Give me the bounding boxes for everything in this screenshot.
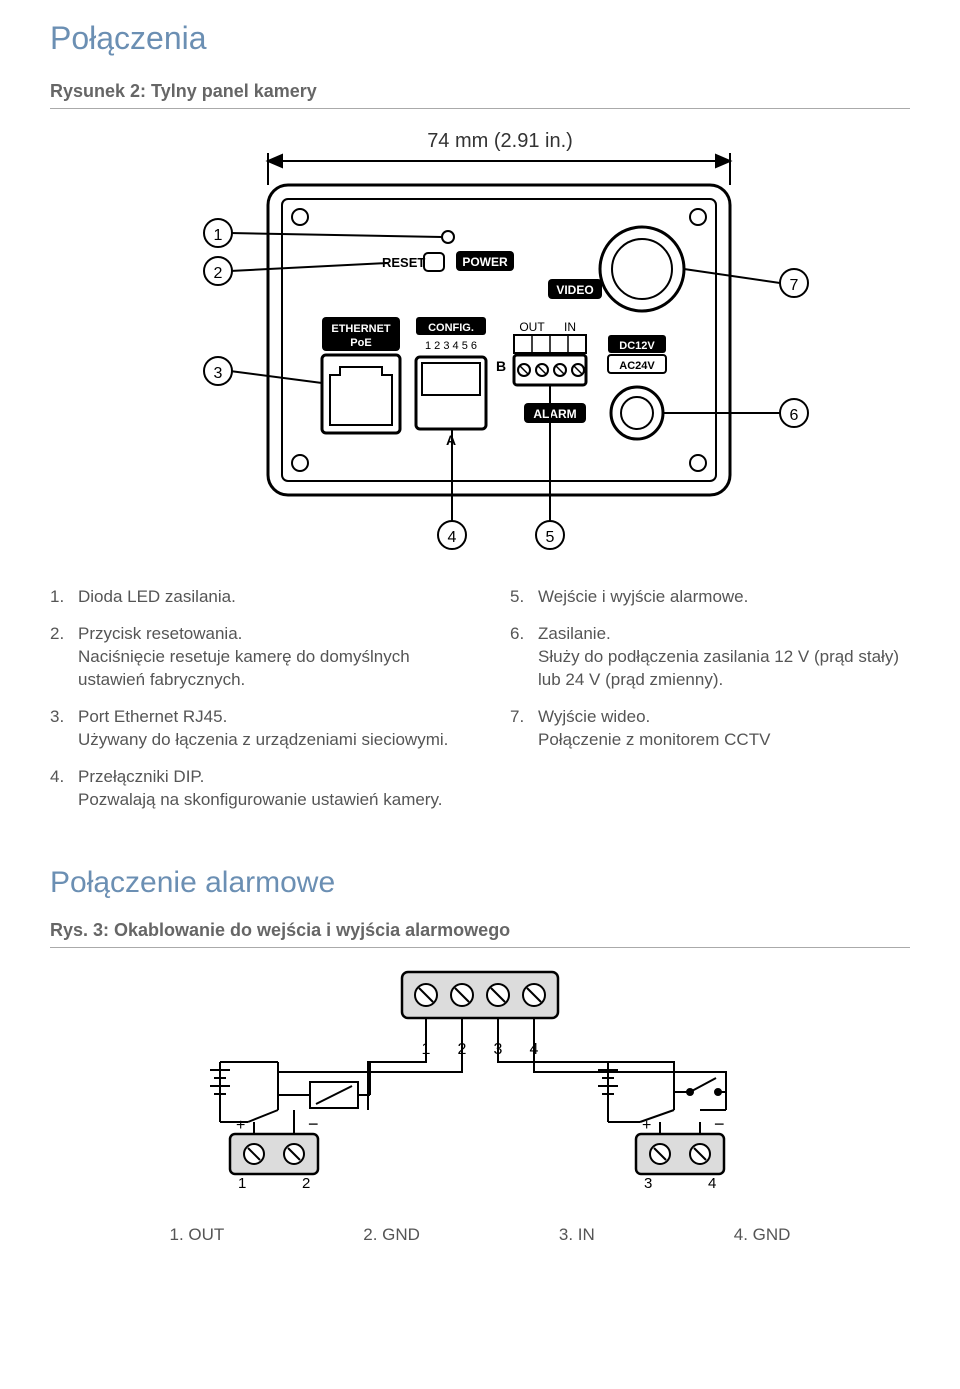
svg-text:OUT: OUT [519, 320, 545, 334]
svg-text:−: − [308, 1114, 319, 1134]
svg-text:DC12V: DC12V [619, 340, 655, 352]
bottom-label-3: 3. IN [559, 1225, 595, 1245]
svg-text:2: 2 [302, 1175, 310, 1192]
svg-text:1: 1 [214, 227, 223, 244]
legend-col-right: 5.Wejście i wyjście alarmowe. 6.Zasilanie… [510, 586, 910, 826]
rear-panel-diagram: 74 mm (2.91 in.) RESET POWER VIDEO ETHER… [50, 123, 910, 558]
svg-text:1 2 3 4 5 6: 1 2 3 4 5 6 [425, 340, 477, 352]
svg-text:1: 1 [238, 1175, 246, 1192]
dimension-label: 74 mm (2.91 in.) [427, 130, 573, 152]
svg-text:IN: IN [564, 320, 576, 334]
section-title: Połączenia [50, 20, 910, 57]
legend-item: 6.Zasilanie.Służy do podłączenia zasilan… [510, 623, 910, 692]
svg-text:4: 4 [448, 529, 457, 546]
legend-item: 2.Przycisk resetowania.Naciśnięcie reset… [50, 623, 450, 692]
legend-columns: 1.Dioda LED zasilania. 2.Przycisk resetow… [50, 586, 910, 826]
svg-text:ETHERNET: ETHERNET [331, 323, 391, 335]
svg-text:RESET: RESET [382, 255, 425, 270]
bottom-label-2: 2. GND [363, 1225, 420, 1245]
svg-text:ALARM: ALARM [533, 407, 576, 421]
legend-item: 4.Przełączniki DIP.Pozwalają na skonfigu… [50, 766, 450, 812]
svg-text:3: 3 [644, 1175, 652, 1192]
svg-text:3: 3 [214, 365, 223, 382]
legend-item: 3.Port Ethernet RJ45.Używany do łączenia… [50, 706, 450, 752]
figure-2-title: Rysunek 2: Tylny panel kamery [50, 81, 910, 109]
bottom-label-1: 1. OUT [169, 1225, 224, 1245]
svg-text:+: + [236, 1117, 245, 1134]
svg-text:2: 2 [214, 265, 223, 282]
legend-item: 1.Dioda LED zasilania. [50, 586, 450, 609]
svg-text:7: 7 [790, 277, 799, 294]
svg-text:PoE: PoE [350, 337, 371, 349]
svg-text:6: 6 [790, 407, 799, 424]
svg-text:4: 4 [708, 1175, 716, 1192]
svg-text:CONFIG.: CONFIG. [428, 322, 474, 334]
bottom-label-4: 4. GND [734, 1225, 791, 1245]
svg-text:+: + [642, 1117, 651, 1134]
svg-text:VIDEO: VIDEO [556, 283, 593, 297]
svg-text:POWER: POWER [462, 255, 508, 269]
svg-text:AC24V: AC24V [619, 360, 655, 372]
alarm-wiring-diagram: 1 2 3 4 + − 1 2 [50, 962, 910, 1197]
svg-text:B: B [496, 358, 506, 374]
legend-item: 5.Wejście i wyjście alarmowe. [510, 586, 910, 609]
svg-text:−: − [714, 1114, 725, 1134]
figure-3-title: Rys. 3: Okablowanie do wejścia i wyjścia… [50, 920, 910, 948]
legend-col-left: 1.Dioda LED zasilania. 2.Przycisk resetow… [50, 586, 450, 826]
section-2-title: Połączenie alarmowe [50, 866, 910, 900]
legend-item: 7.Wyjście wideo.Połączenie z monitorem C… [510, 706, 910, 752]
svg-text:5: 5 [546, 529, 555, 546]
bottom-labels: 1. OUT 2. GND 3. IN 4. GND [100, 1225, 860, 1245]
